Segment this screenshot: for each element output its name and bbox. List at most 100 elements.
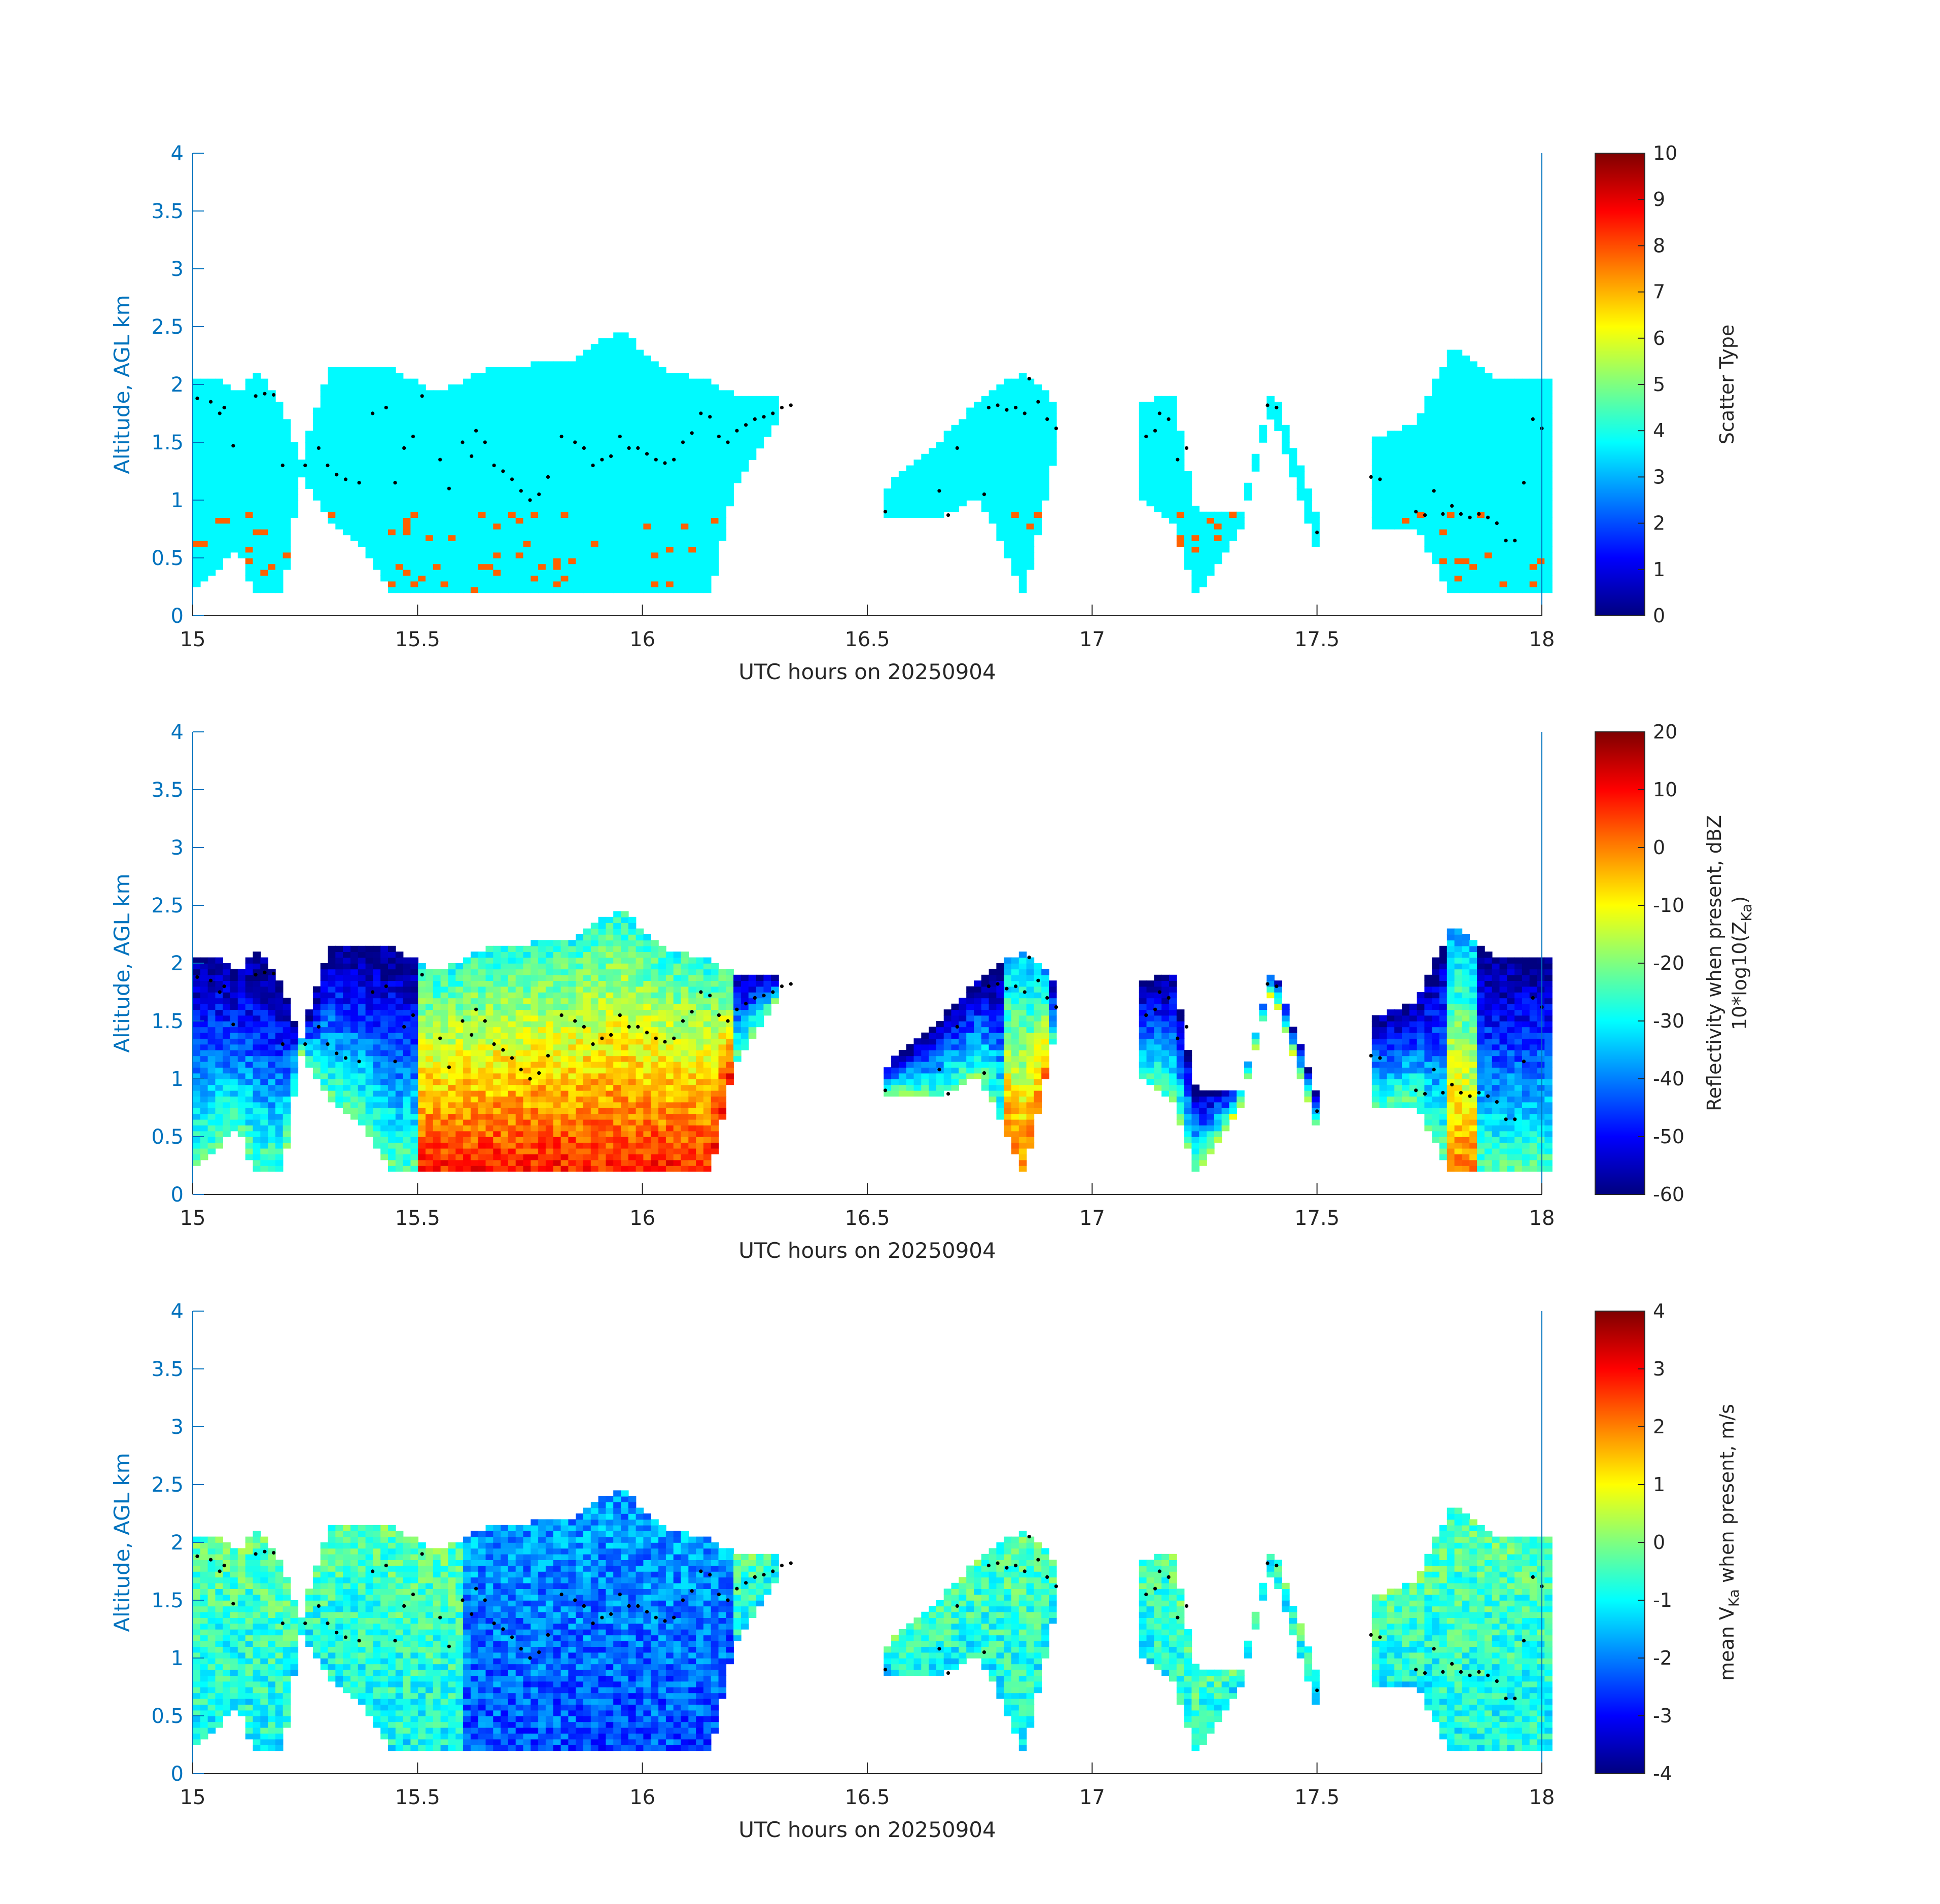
heatmap-cell xyxy=(636,466,644,472)
heatmap-cell xyxy=(230,1108,238,1114)
heatmap-cell xyxy=(688,419,696,425)
heatmap-cell xyxy=(321,1067,329,1073)
heatmap-cell xyxy=(478,500,486,506)
heatmap-cell xyxy=(238,396,246,402)
heatmap-cell xyxy=(275,1125,284,1131)
heatmap-cell xyxy=(674,402,682,408)
heatmap-cell xyxy=(455,512,464,518)
heatmap-cell xyxy=(974,442,982,448)
heatmap-cell xyxy=(471,413,479,419)
cloud-base-point xyxy=(474,429,478,433)
heatmap-cell xyxy=(1244,495,1252,501)
heatmap-cell xyxy=(1477,390,1485,396)
heatmap-cell xyxy=(1455,419,1463,425)
heatmap-cell xyxy=(606,338,614,344)
heatmap-cell xyxy=(380,390,389,396)
heatmap-cell xyxy=(426,517,434,523)
heatmap-cell xyxy=(613,419,621,425)
heatmap-cell xyxy=(486,454,494,460)
heatmap-cell xyxy=(508,373,516,379)
heatmap-cell xyxy=(1041,448,1049,454)
heatmap-cell xyxy=(1530,396,1538,402)
heatmap-cell xyxy=(358,506,366,512)
heatmap-cell xyxy=(403,541,411,547)
heatmap-cell xyxy=(1447,390,1455,396)
heatmap-cell xyxy=(591,558,599,564)
heatmap-cell xyxy=(1424,517,1432,523)
heatmap-cell xyxy=(658,506,666,512)
heatmap-cell xyxy=(546,506,554,512)
heatmap-cell xyxy=(350,517,359,523)
heatmap-cell xyxy=(335,466,343,472)
heatmap-cell xyxy=(230,1119,238,1125)
heatmap-cell xyxy=(1469,529,1477,535)
heatmap-cell xyxy=(1147,460,1155,466)
heatmap-cell xyxy=(516,413,524,419)
heatmap-cell xyxy=(1184,488,1192,495)
heatmap-cell xyxy=(696,396,704,402)
heatmap-cell xyxy=(1034,488,1042,495)
heatmap-cell xyxy=(636,408,644,414)
heatmap-cell xyxy=(658,419,666,425)
heatmap-cell xyxy=(380,1090,389,1097)
heatmap-cell xyxy=(516,558,524,564)
heatmap-cell xyxy=(275,1050,284,1056)
heatmap-cell xyxy=(343,425,351,431)
heatmap-cell xyxy=(1439,523,1448,530)
heatmap-cell xyxy=(606,396,614,402)
heatmap-cell xyxy=(358,396,366,402)
heatmap-cell xyxy=(223,1113,231,1119)
heatmap-cell xyxy=(1500,384,1508,391)
heatmap-cell xyxy=(951,483,960,489)
heatmap-cell xyxy=(388,969,396,975)
heatmap-cell xyxy=(606,408,614,414)
heatmap-cell xyxy=(621,512,629,518)
heatmap-cell xyxy=(1447,558,1455,564)
heatmap-cell xyxy=(358,986,366,993)
heatmap-cell xyxy=(1455,350,1463,356)
heatmap-cell xyxy=(546,448,554,454)
heatmap-cell xyxy=(200,1137,208,1143)
heatmap-cell xyxy=(441,483,449,489)
heatmap-cell xyxy=(328,384,336,391)
heatmap-cell xyxy=(546,563,554,570)
heatmap-cell xyxy=(223,460,231,466)
heatmap-cell xyxy=(1462,495,1470,501)
heatmap-cell xyxy=(328,379,336,385)
heatmap-cell xyxy=(1027,477,1035,483)
heatmap-cell xyxy=(981,396,990,402)
heatmap-cell xyxy=(1214,546,1222,552)
heatmap-cell xyxy=(200,1096,208,1102)
cloud-base-point xyxy=(470,454,473,458)
heatmap-cell xyxy=(501,367,509,373)
heatmap-cell xyxy=(1387,512,1395,518)
heatmap-cell xyxy=(1485,448,1493,454)
heatmap-cell xyxy=(628,413,637,419)
heatmap-cell xyxy=(651,563,659,570)
heatmap-cell xyxy=(523,563,532,570)
heatmap-cell xyxy=(426,488,434,495)
heatmap-cell xyxy=(426,425,434,431)
heatmap-cell xyxy=(1544,500,1553,506)
heatmap-cell xyxy=(245,1131,254,1137)
heatmap-cell xyxy=(651,442,659,448)
heatmap-cell xyxy=(455,466,464,472)
heatmap-cell xyxy=(418,570,426,576)
heatmap-cell xyxy=(936,471,944,477)
heatmap-cell xyxy=(268,563,276,570)
heatmap-cell xyxy=(1019,512,1027,518)
heatmap-cell xyxy=(1184,495,1192,501)
heatmap-cell xyxy=(1500,558,1508,564)
heatmap-cell xyxy=(193,500,201,506)
heatmap-cell xyxy=(598,558,607,564)
heatmap-cell xyxy=(366,384,374,391)
heatmap-cell xyxy=(455,425,464,431)
heatmap-cell xyxy=(974,454,982,460)
heatmap-cell xyxy=(448,581,456,587)
heatmap-cell xyxy=(388,992,396,998)
heatmap-cell xyxy=(583,367,591,373)
heatmap-cell xyxy=(1507,384,1515,391)
heatmap-cell xyxy=(223,975,231,981)
heatmap-cell xyxy=(350,1073,359,1079)
heatmap-cell xyxy=(1184,563,1192,570)
